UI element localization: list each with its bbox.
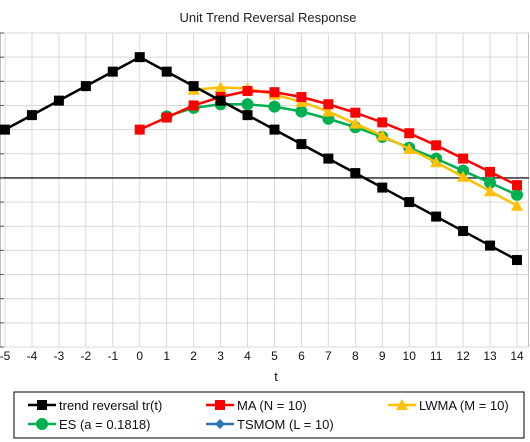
chart-title: Unit Trend Reversal Response [179, 10, 356, 25]
data-point [377, 182, 388, 193]
data-point [511, 188, 523, 201]
data-point [377, 117, 388, 128]
x-tick-label: -3 [54, 349, 65, 363]
data-point [241, 98, 254, 111]
data-point [431, 140, 442, 151]
series-3 [160, 98, 523, 201]
plot-area [0, 52, 523, 266]
x-tick-label: 13 [483, 349, 497, 363]
data-point [485, 240, 496, 251]
legend-label: LWMA (M = 10) [419, 398, 509, 413]
data-point [376, 129, 389, 141]
legend-label: MA (N = 10) [237, 398, 307, 413]
x-tick-label: 8 [352, 349, 359, 363]
data-point [107, 66, 118, 77]
data-point [242, 85, 253, 96]
data-point [431, 211, 442, 222]
data-point [188, 100, 199, 111]
data-point [53, 95, 64, 106]
x-tick-label: 11 [430, 349, 443, 363]
data-point [268, 100, 281, 113]
legend: trend reversal tr(t) MA (N = 10) LWMA (M =… [13, 391, 525, 439]
data-point [134, 52, 145, 63]
legend-label: ES (a = 0.1818) [59, 417, 150, 432]
legend-label: TSMOM (L = 10) [237, 417, 334, 432]
x-tick-label: 3 [217, 349, 224, 363]
data-point [457, 164, 470, 177]
x-tick-label: 0 [136, 349, 143, 363]
x-tick-label: 9 [379, 349, 386, 363]
data-point [512, 180, 522, 191]
data-point [350, 168, 361, 179]
legend-marker [215, 419, 225, 429]
x-tick-label: 7 [325, 349, 332, 363]
data-point [0, 124, 10, 135]
x-tick-label: -4 [27, 349, 38, 363]
data-point [242, 110, 253, 121]
x-tick-label: -2 [81, 349, 92, 363]
data-point [80, 81, 91, 92]
x-tick-label: 5 [271, 349, 278, 363]
data-point [296, 139, 307, 150]
data-point [188, 81, 199, 92]
data-point [350, 107, 361, 118]
x-tick-label: 12 [456, 349, 470, 363]
data-point [458, 153, 469, 164]
axes: -5 -4 -3 -2 -1 0 1 2 3 4 5 6 7 8 9 10 11 12 13 14 [0, 32, 529, 363]
data-point [295, 105, 308, 118]
data-point [511, 199, 523, 211]
data-point [26, 110, 37, 121]
data-point [215, 95, 226, 106]
x-tick-label: 1 [163, 349, 170, 363]
legend-marker [396, 399, 408, 410]
data-point [269, 87, 280, 98]
x-tick-label: 6 [298, 349, 305, 363]
data-point [404, 197, 415, 208]
data-point [484, 176, 497, 189]
data-point [161, 66, 172, 77]
x-tick-label: -5 [0, 349, 11, 363]
data-point [404, 128, 415, 139]
data-point [485, 166, 496, 177]
legend-marker [37, 400, 47, 410]
data-point [403, 142, 416, 154]
legend-label: trend reversal tr(t) [59, 398, 162, 413]
data-point [512, 255, 522, 266]
series-0 [0, 52, 522, 266]
data-point [323, 99, 334, 110]
data-point [484, 185, 497, 197]
x-tick-label: -1 [107, 349, 118, 363]
data-point [322, 105, 335, 117]
data-point [269, 124, 280, 135]
x-tick-label: 4 [244, 349, 251, 363]
data-point [323, 153, 334, 164]
data-point [457, 170, 470, 182]
grid [0, 32, 529, 348]
data-point [349, 117, 362, 129]
data-point [161, 112, 172, 123]
data-point [134, 124, 145, 135]
x-tick-label: 14 [510, 349, 524, 363]
x-tick-label: 10 [403, 349, 417, 363]
x-tick-label: 2 [190, 349, 197, 363]
data-point [430, 156, 443, 168]
legend-marker [36, 418, 48, 430]
data-point [214, 81, 227, 93]
legend-box [13, 391, 525, 439]
plot-border [0, 32, 529, 348]
data-point [296, 92, 307, 103]
legend-marker [215, 400, 225, 410]
x-axis-label: t [274, 369, 278, 384]
data-point [458, 226, 469, 237]
